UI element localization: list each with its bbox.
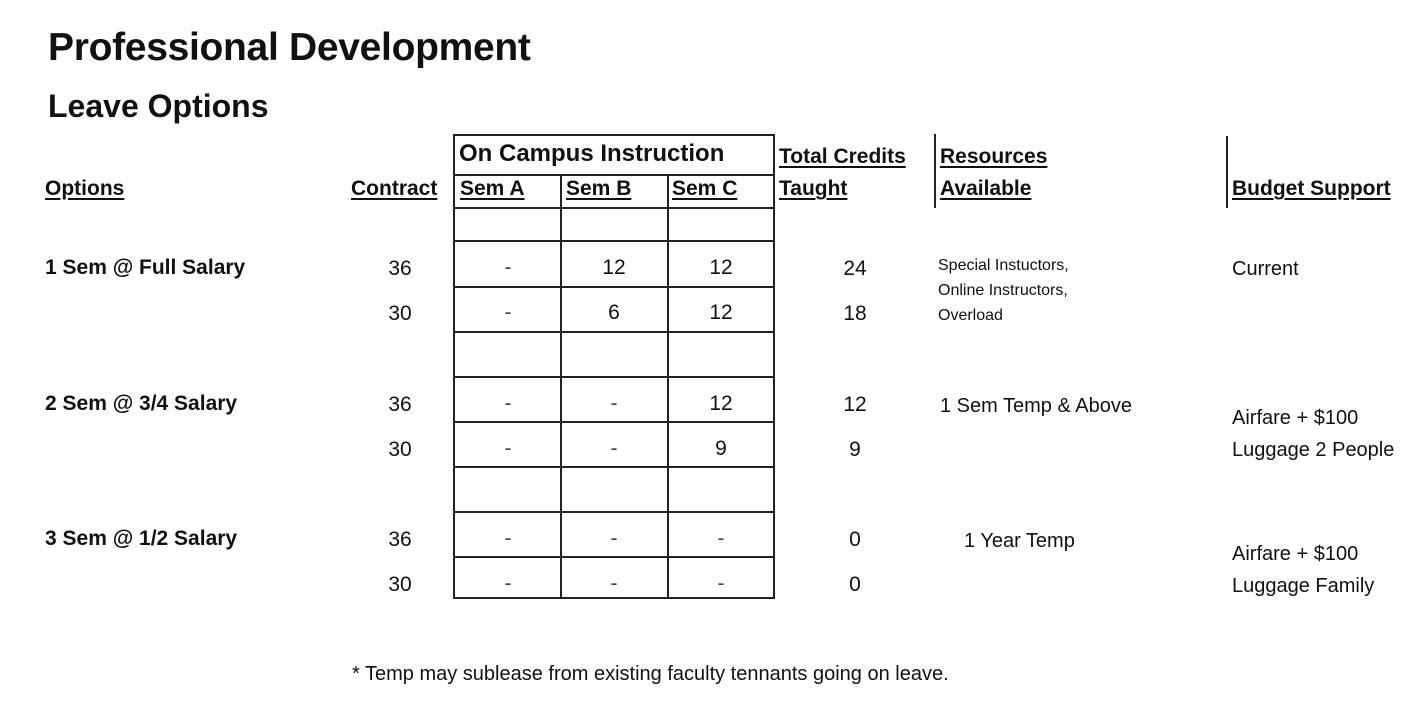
page-subtitle: Leave Options: [48, 88, 269, 124]
header-options: Options: [45, 177, 125, 200]
sem-b-value: 6: [608, 301, 620, 324]
budget-line: Current: [1232, 258, 1299, 280]
option-label: 2 Sem @ 3/4 Salary: [45, 392, 238, 415]
sem-b-value: -: [610, 437, 618, 460]
sem-c-value: 12: [709, 392, 733, 415]
total-credits-value: 24: [843, 257, 867, 280]
sem-c-value: 12: [709, 301, 733, 324]
resources-text: 1 Sem Temp & Above: [940, 395, 1132, 417]
header-sem-c: Sem C: [672, 177, 738, 200]
budget-line: Airfare + $100: [1232, 543, 1359, 565]
sem-b-value: -: [610, 572, 618, 595]
total-credits-value: 0: [849, 573, 861, 596]
budget-text: Current: [1232, 253, 1299, 285]
header-contract: Contract: [351, 177, 438, 200]
instruction-grid: [453, 134, 775, 599]
sem-c-value: -: [717, 572, 725, 595]
budget-line: Luggage Family: [1232, 575, 1375, 597]
grid-row-divider: [455, 421, 773, 423]
resources-line: Overload: [938, 307, 1003, 324]
grid-row-divider: [455, 376, 773, 378]
header-budget-support: Budget Support: [1232, 177, 1391, 200]
resources-line: Special Instuctors,: [938, 257, 1069, 274]
header-sem-b: Sem B: [566, 177, 632, 200]
option-label: 1 Sem @ Full Salary: [45, 256, 246, 279]
sem-b-value: -: [610, 527, 618, 550]
resources-line: Online Instructors,: [938, 282, 1068, 299]
sem-b-value: -: [610, 392, 618, 415]
budget-line: Airfare + $100: [1232, 407, 1359, 429]
total-credits-value: 0: [849, 528, 861, 551]
grid-row-divider: [455, 174, 773, 176]
budget-text: Airfare + $100 Luggage 2 People: [1232, 402, 1394, 466]
resources-divider: [934, 134, 936, 208]
sem-a-value: -: [504, 437, 512, 460]
header-resources: Resources: [940, 145, 1048, 168]
header-total-credits: Total Credits: [779, 145, 906, 168]
header-taught: Taught: [779, 177, 848, 200]
option-label: 3 Sem @ 1/2 Salary: [45, 527, 238, 550]
contract-value: 30: [388, 438, 412, 461]
resources-text: 1 Year Temp: [964, 530, 1075, 552]
total-credits-value: 18: [843, 302, 867, 325]
grid-row-divider: [455, 331, 773, 333]
header-available: Available: [940, 177, 1032, 200]
grid-col-divider: [560, 176, 562, 597]
contract-value: 30: [388, 573, 412, 596]
budget-line: Luggage 2 People: [1232, 439, 1395, 461]
grid-row-divider: [455, 511, 773, 513]
contract-value: 36: [388, 393, 412, 416]
total-credits-value: 12: [843, 393, 867, 416]
budget-text: Airfare + $100 Luggage Family: [1232, 538, 1374, 602]
page-title: Professional Development: [48, 26, 531, 69]
resources-text: Special Instuctors, Online Instructors, …: [938, 253, 1069, 328]
budget-divider: [1226, 136, 1228, 208]
total-credits-value: 9: [849, 438, 861, 461]
grid-row-divider: [455, 556, 773, 558]
grid-row-divider: [455, 466, 773, 468]
sem-a-value: -: [504, 572, 512, 595]
grid-col-divider: [667, 176, 669, 597]
header-on-campus-instruction: On Campus Instruction: [459, 140, 725, 167]
contract-value: 36: [388, 257, 412, 280]
sem-c-value: 9: [715, 437, 727, 460]
sem-a-value: -: [504, 256, 512, 279]
grid-row-divider: [455, 286, 773, 288]
contract-value: 30: [388, 302, 412, 325]
contract-value: 36: [388, 528, 412, 551]
grid-row-divider: [455, 240, 773, 242]
grid-row-divider: [455, 207, 773, 209]
sem-b-value: 12: [602, 256, 626, 279]
sem-c-value: -: [717, 527, 725, 550]
sem-a-value: -: [504, 392, 512, 415]
sem-c-value: 12: [709, 256, 733, 279]
sem-a-value: -: [504, 301, 512, 324]
sem-a-value: -: [504, 527, 512, 550]
footnote: * Temp may sublease from existing facult…: [352, 663, 949, 685]
header-sem-a: Sem A: [460, 177, 525, 200]
